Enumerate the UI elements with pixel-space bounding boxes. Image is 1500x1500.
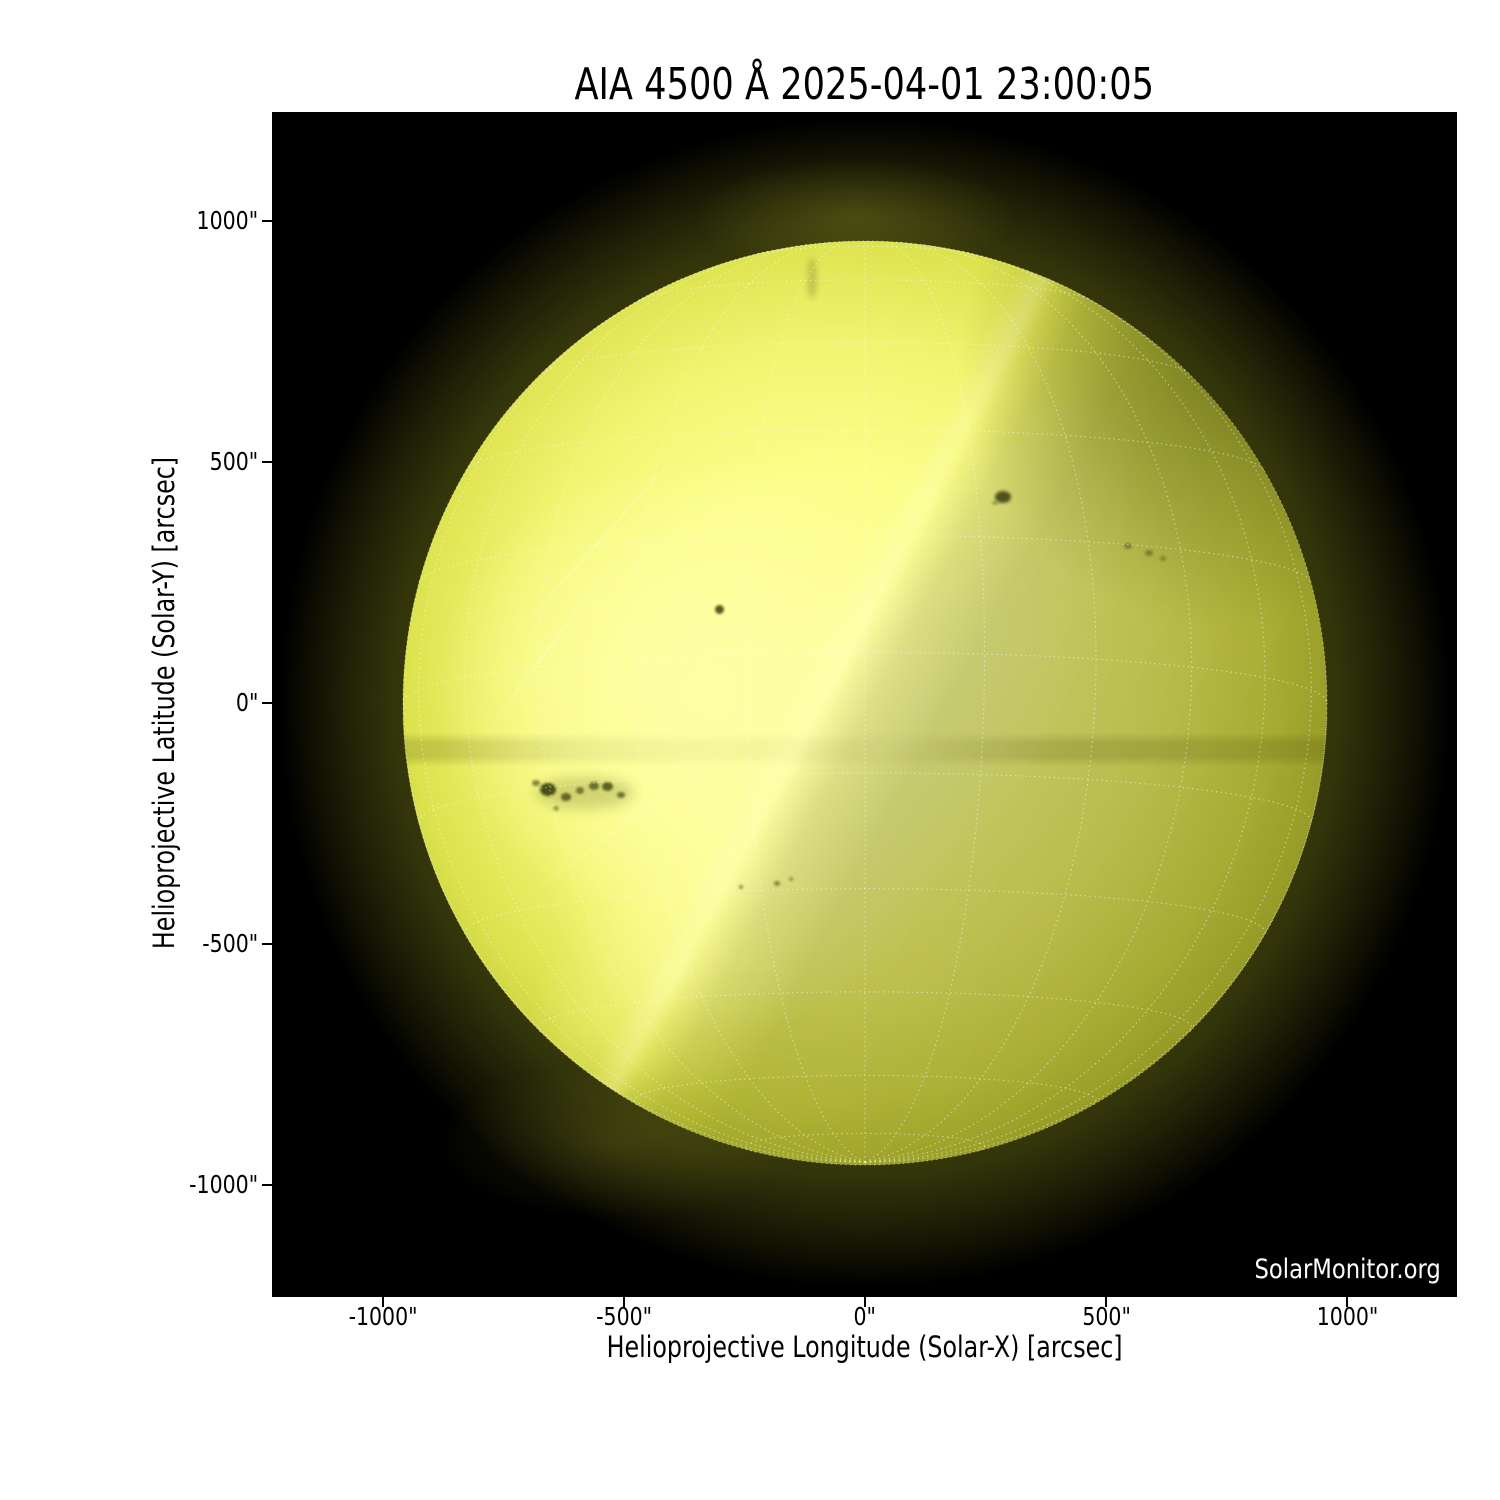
x-tick-label-text: 1000"	[1316, 1302, 1379, 1331]
bright-region-layer	[403, 241, 1327, 1165]
limb-circle	[402, 240, 1328, 1166]
grid-meridian	[464, 250, 866, 1163]
sunspot	[994, 491, 1011, 503]
grid-parallel	[418, 772, 1312, 822]
y-tick-label-text: 0"	[235, 688, 258, 717]
y-tick-mark	[262, 219, 272, 222]
x-tick-mark	[1105, 1297, 1108, 1307]
grid-parallel	[464, 888, 1266, 935]
grid-parallel	[402, 651, 1328, 702]
plot-area: SolarMonitor.org	[272, 112, 1457, 1297]
grid-parallel	[633, 1074, 1097, 1106]
y-tick-label-text: -500"	[202, 929, 258, 959]
x-axis-label: Helioprojective Longitude (Solar-X) [arc…	[272, 1330, 1457, 1364]
sunspot	[602, 782, 614, 792]
sunspot	[1145, 550, 1153, 556]
x-tick-mark	[622, 1297, 625, 1307]
y-tick-label-text: 500"	[209, 446, 258, 476]
sunspot	[552, 805, 559, 811]
y-tick-mark	[262, 943, 272, 946]
grid-meridian	[537, 243, 866, 1163]
sunspot	[589, 782, 599, 790]
x-axis-label-text: Helioprojective Longitude (Solar-X) [arc…	[606, 1330, 1123, 1364]
x-tick-mark	[1346, 1297, 1349, 1307]
x-tick-label-text: 500"	[1081, 1302, 1131, 1331]
x-tick-label-text: 0"	[853, 1302, 877, 1331]
y-tick-label: -1000"	[58, 1170, 258, 1200]
sunspot	[807, 257, 817, 299]
sunspot	[774, 881, 781, 887]
sunspot	[540, 783, 557, 797]
grid-meridian	[864, 250, 1266, 1163]
grid-parallel	[541, 341, 1189, 374]
grid-parallel	[537, 991, 1193, 1032]
y-tick-mark	[262, 460, 272, 463]
y-tick-mark	[262, 1184, 272, 1187]
sunspot	[535, 777, 635, 810]
grid-meridian	[864, 243, 1193, 1163]
grid-parallel	[465, 428, 1265, 471]
sunspot	[575, 787, 585, 795]
y-tick-label-text: -1000"	[188, 1170, 258, 1200]
sunspot	[616, 791, 626, 799]
grid-parallel	[744, 1132, 986, 1153]
x-tick-label: 1000"	[1247, 1302, 1447, 1332]
grid-meridian	[418, 277, 866, 1163]
x-tick-mark	[381, 1297, 384, 1307]
grid-meridian	[402, 718, 866, 1163]
sunspot	[1123, 542, 1132, 549]
southeast-shade-layer	[403, 241, 1327, 1165]
x-tick-label-text: -500"	[595, 1302, 652, 1331]
x-tick-label: -500"	[524, 1302, 724, 1332]
grid-meridian	[864, 240, 986, 1163]
sunspot	[561, 793, 571, 801]
grid-meridian	[744, 240, 866, 1163]
watermark-text: SolarMonitor.org	[1254, 1254, 1441, 1285]
sunspots-layer	[403, 241, 1327, 1165]
grid-meridian	[633, 241, 866, 1163]
sunspot	[715, 605, 725, 615]
sunspot	[1160, 556, 1166, 562]
x-tick-mark	[864, 1297, 866, 1307]
sunspot	[992, 500, 999, 505]
y-tick-label: -500"	[58, 929, 258, 959]
watermark: SolarMonitor.org	[1219, 1254, 1441, 1285]
x-tick-label-text: -1000"	[348, 1302, 418, 1331]
grid-meridian	[864, 718, 1328, 1163]
sunspot	[789, 877, 794, 881]
y-tick-label: 0"	[58, 688, 258, 718]
grid-meridian	[864, 277, 1312, 1163]
plot-title-text: AIA 4500 Å 2025-04-01 23:00:05	[574, 59, 1155, 110]
grid-meridian	[864, 241, 1097, 1163]
x-tick-label: -1000"	[283, 1302, 483, 1332]
sunspot	[532, 780, 540, 786]
y-tick-label: 1000"	[58, 206, 258, 236]
x-tick-label: 0"	[765, 1302, 965, 1332]
sunspot	[738, 884, 744, 889]
heliographic-grid	[402, 240, 1328, 1166]
y-tick-mark	[262, 702, 272, 704]
y-tick-label: 500"	[58, 447, 258, 477]
x-tick-label: 500"	[1006, 1302, 1206, 1332]
y-tick-label-text: 1000"	[196, 205, 258, 235]
plot-title: AIA 4500 Å 2025-04-01 23:00:05	[272, 61, 1457, 109]
